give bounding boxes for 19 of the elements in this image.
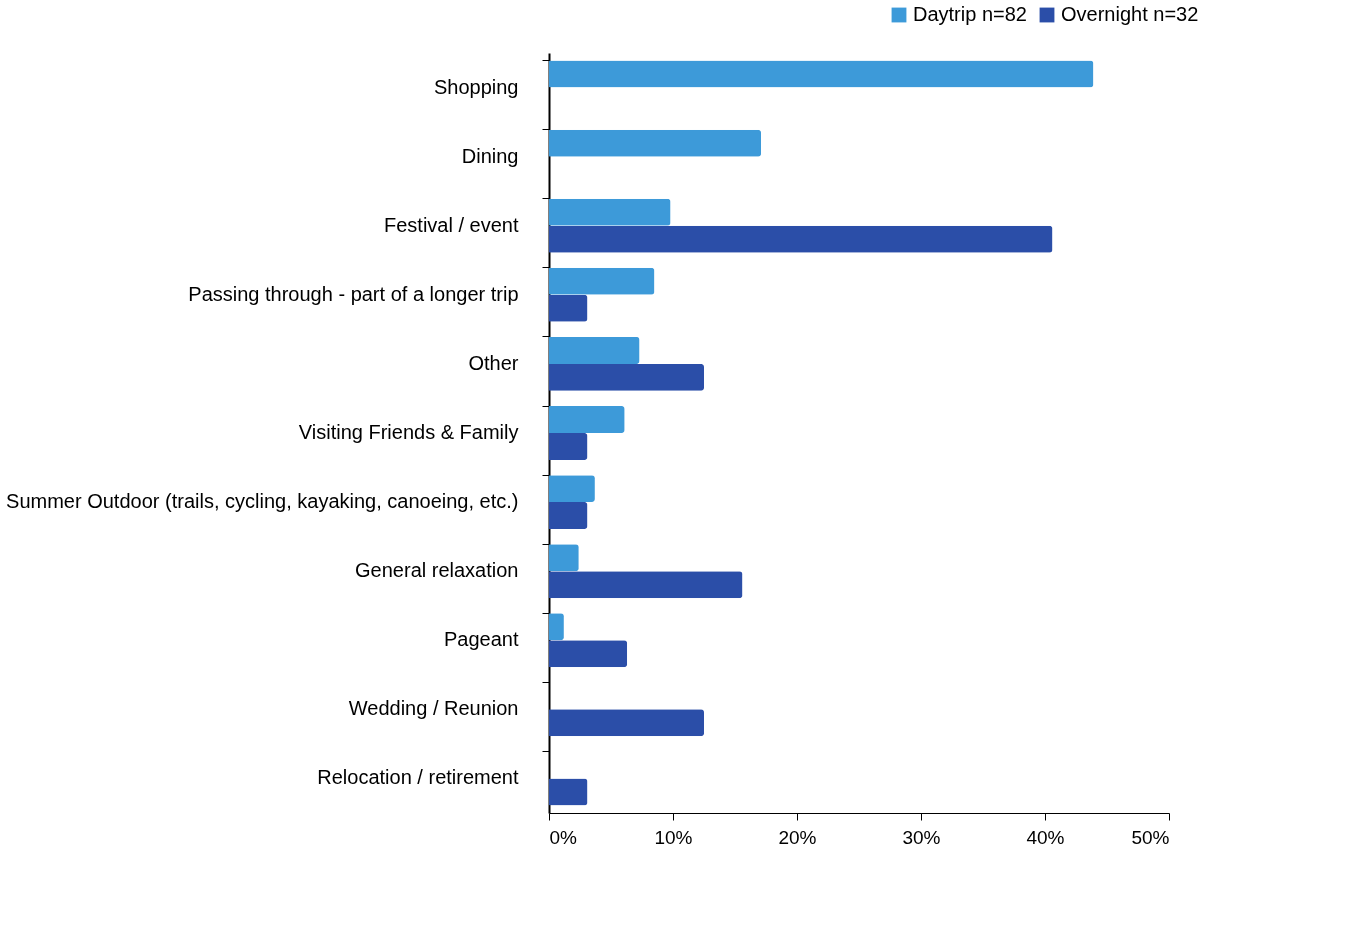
x-tick-label: 30%: [902, 826, 941, 848]
y-tick-label: Other: [468, 351, 519, 374]
y-tick-label: Passing through - part of a longer trip: [188, 282, 519, 305]
y-tick-label: Wedding / Reunion: [348, 697, 519, 720]
legend-label: Overnight n=32: [1061, 3, 1199, 25]
x-tick-label: 0%: [549, 826, 578, 848]
y-tick-label: Shopping: [433, 75, 519, 98]
x-tick-label: 10%: [654, 826, 693, 848]
y-tick-label: Visiting Friends & Family: [298, 421, 519, 443]
y-tick-label: Festival / event: [383, 213, 519, 236]
y-tick-label: Dining: [461, 144, 519, 167]
y-tick-label: Summer Outdoor (trails, cycling, kayaking, canoeing, etc.): [6, 490, 519, 513]
legend-label: Daytrip n=82: [913, 3, 1027, 25]
x-tick-label: 50%: [1131, 826, 1170, 848]
y-tick-label: Relocation / retirement: [317, 766, 519, 789]
y-tick-label: General relaxation: [355, 559, 519, 582]
y-tick-label: Pageant: [443, 628, 519, 651]
x-tick-label: 20%: [778, 826, 817, 848]
x-tick-label: 40%: [1026, 826, 1065, 848]
